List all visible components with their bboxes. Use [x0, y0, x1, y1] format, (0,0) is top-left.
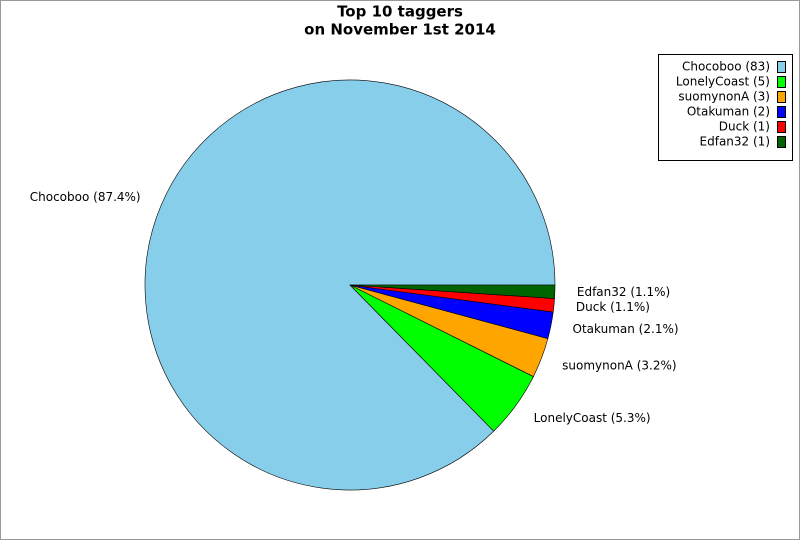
legend-swatch — [777, 136, 786, 148]
legend-swatch — [777, 106, 786, 118]
pie-slice — [349, 284, 556, 299]
legend-label: Duck (1) — [719, 120, 770, 134]
legend-swatch — [777, 91, 786, 103]
legend-swatch — [777, 61, 786, 73]
legend-label: Edfan32 (1) — [700, 135, 770, 149]
legend-label: suomynonA (3) — [678, 90, 770, 104]
legend: Chocoboo (83)LonelyCoast (5)suomynonA (3… — [658, 54, 793, 161]
legend-swatch — [777, 76, 786, 88]
legend-swatch — [777, 121, 786, 133]
slice-label: Otakuman (2.1%) — [573, 322, 679, 336]
slice-label: Edfan32 (1.1%) — [577, 285, 670, 299]
slice-label: Chocoboo (87.4%) — [30, 190, 141, 204]
slice-label: suomynonA (3.2%) — [562, 358, 676, 372]
slice-label: Duck (1.1%) — [576, 300, 650, 314]
legend-label: Chocoboo (83) — [682, 60, 770, 74]
chart-title: Top 10 taggers — [337, 3, 463, 21]
slice-label: LonelyCoast (5.3%) — [534, 411, 651, 425]
legend-box — [658, 54, 793, 161]
legend-label: LonelyCoast (5) — [676, 75, 770, 89]
chart-subtitle: on November 1st 2014 — [304, 21, 496, 39]
legend-label: Otakuman (2) — [687, 105, 770, 119]
